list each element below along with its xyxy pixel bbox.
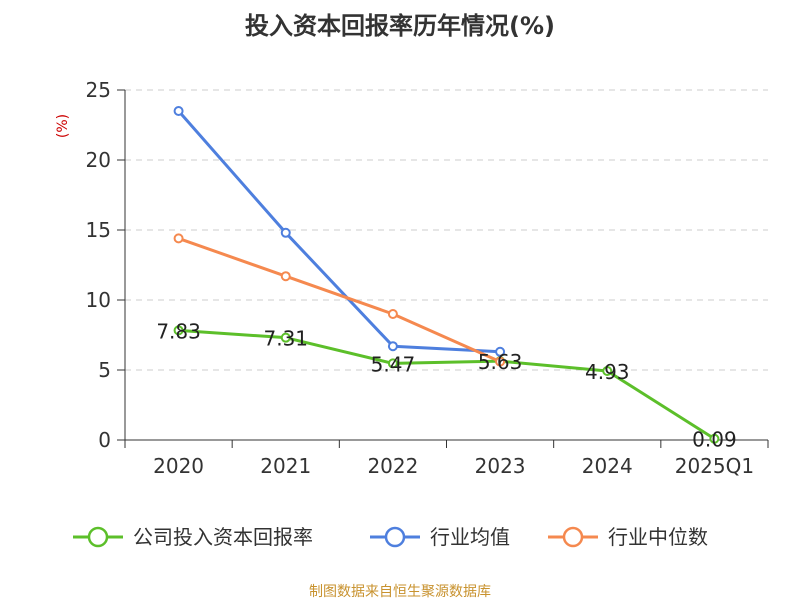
data-point (173, 325, 184, 336)
y-tick-label: 0 (98, 428, 111, 452)
y-tick-label: 20 (86, 148, 111, 172)
series-layer (173, 106, 720, 444)
chart-title: 投入资本回报率历年情况(%) (245, 12, 555, 40)
data-point (173, 233, 184, 244)
data-label: 7.83 (156, 319, 201, 343)
series-line-2 (178, 236, 501, 363)
legend-item-2[interactable]: 行业中位数 (548, 525, 708, 549)
grid-layer (125, 89, 768, 371)
legend-swatch-marker (87, 526, 109, 548)
series-line-0 (178, 328, 716, 441)
data-point (495, 346, 506, 357)
data-point (387, 341, 398, 352)
data-point (280, 227, 291, 238)
x-tick-label: 2020 (153, 454, 204, 478)
x-tick-label: 2023 (475, 454, 526, 478)
y-tick-label: 5 (98, 358, 111, 382)
legend-label: 行业均值 (430, 525, 510, 549)
data-point (602, 365, 613, 376)
legend-swatch-marker (384, 526, 406, 548)
data-label: 7.31 (263, 327, 308, 351)
data-label: 0.09 (692, 428, 737, 452)
data-label: 4.93 (585, 360, 630, 384)
data-point (280, 271, 291, 282)
data-label: 5.63 (478, 350, 523, 374)
legend: 公司投入资本回报率 行业均值 行业中位数 (73, 525, 708, 549)
data-point (495, 356, 506, 367)
series-line-1 (177, 110, 501, 354)
x-tick-label: 2024 (582, 454, 633, 478)
legend-item-1[interactable]: 行业均值 (370, 525, 510, 549)
legend-swatch-marker (562, 526, 584, 548)
legend-label: 公司投入资本回报率 (133, 525, 313, 549)
axis-layer: 0 5 10 15 20 25 2020 2021 2022 2023 2024 2025Q1 (86, 78, 769, 478)
x-tick-label: 2021 (260, 454, 311, 478)
y-axis-unit-label: (%) (55, 114, 71, 138)
data-point (709, 433, 720, 444)
x-tick-label: 2022 (367, 454, 418, 478)
data-point (387, 309, 398, 319)
data-point (280, 332, 291, 343)
y-tick-label: 15 (86, 218, 111, 242)
data-point (173, 106, 184, 116)
legend-item-0[interactable]: 公司投入资本回报率 (73, 525, 313, 549)
data-label: 5.47 (371, 352, 416, 376)
y-tick-label: 10 (86, 288, 111, 312)
x-tick-label: 2025Q1 (675, 454, 754, 478)
data-point (387, 358, 398, 369)
legend-label: 行业中位数 (608, 525, 708, 549)
source-note: 制图数据来自恒生聚源数据库 (309, 584, 491, 600)
data-label-layer: 7.83 7.31 5.47 5.63 4.93 0.09 (156, 319, 736, 451)
y-tick-label: 25 (86, 78, 111, 102)
